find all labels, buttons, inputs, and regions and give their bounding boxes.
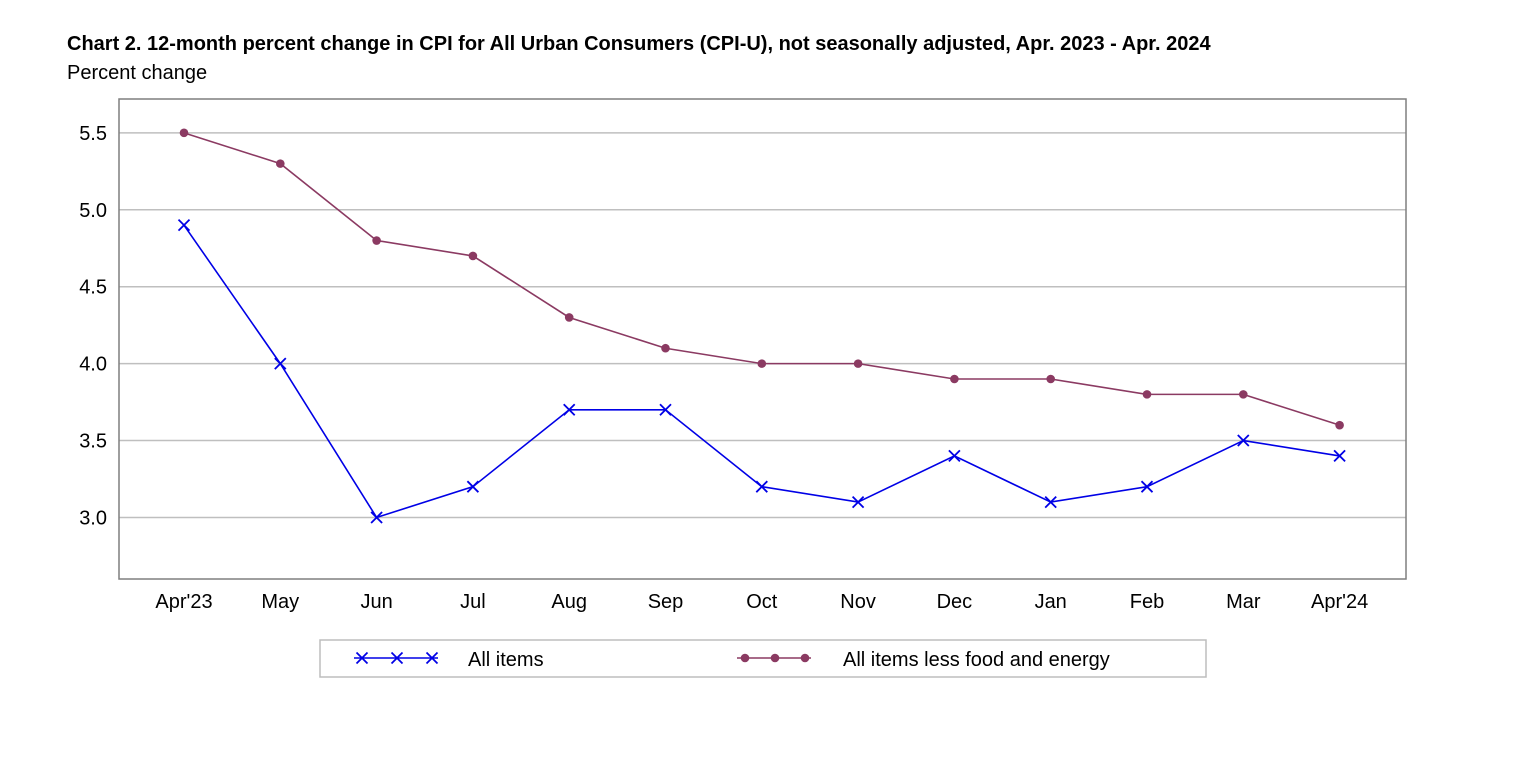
legend-marker <box>770 653 780 663</box>
data-point <box>1142 390 1152 399</box>
series-group <box>177 128 1346 524</box>
x-tick-label: Feb <box>1130 591 1164 613</box>
y-tick-label: 5.0 <box>79 200 107 222</box>
data-point <box>466 480 480 493</box>
plot-frame <box>118 98 1407 580</box>
x-tick-label: Aug <box>551 591 587 613</box>
data-point <box>372 236 381 245</box>
x-tick-label: Oct <box>746 591 778 613</box>
legend-marker <box>425 651 439 665</box>
data-point <box>274 357 287 370</box>
x-tick-label: Apr'23 <box>155 591 212 613</box>
series-line <box>183 132 1340 426</box>
data-point <box>757 359 767 368</box>
x-tick-label: May <box>261 591 299 613</box>
data-point <box>1140 480 1154 493</box>
legend-label: All items <box>468 649 544 671</box>
data-point <box>755 480 768 493</box>
y-tick-label: 4.0 <box>79 354 107 376</box>
x-tick-label: Jun <box>360 591 392 613</box>
y-tick-label: 3.0 <box>79 507 107 529</box>
x-tick-label: Nov <box>840 591 876 613</box>
series-line <box>183 224 1340 519</box>
legend-marker <box>355 651 369 665</box>
chart-title: Chart 2. 12-month percent change in CPI … <box>67 33 1211 55</box>
y-axis-label: Percent change <box>67 62 208 84</box>
legend: All items All items less food and energy <box>319 639 1207 678</box>
x-tick-label: Dec <box>937 591 973 613</box>
data-point <box>564 313 574 322</box>
series-1 <box>177 219 1346 524</box>
y-tick-label: 3.5 <box>79 431 107 453</box>
y-axis-ticks: 5.5 5.0 4.5 4.0 3.5 3.0 <box>79 123 107 530</box>
legend-item: All items <box>354 649 544 671</box>
data-point <box>1239 390 1248 399</box>
x-tick-label: Sep <box>648 591 684 613</box>
legend-label: All items less food and energy <box>843 649 1110 671</box>
data-point <box>563 403 576 416</box>
x-tick-label: Jan <box>1035 591 1067 613</box>
data-point <box>179 128 189 138</box>
legend-marker <box>800 653 810 663</box>
x-tick-label: Mar <box>1226 591 1261 613</box>
data-point <box>1044 495 1057 509</box>
data-point <box>177 219 191 232</box>
data-point <box>370 511 383 524</box>
y-tick-label: 5.5 <box>79 123 107 145</box>
data-point <box>948 449 961 463</box>
x-axis-ticks: Apr'23 May Jun Jul Aug Sep Oct Nov Dec Jan Feb Mar A… <box>155 591 1368 613</box>
data-point <box>276 159 285 168</box>
data-point <box>1335 420 1344 430</box>
data-point <box>851 495 865 509</box>
data-point <box>659 403 672 416</box>
data-point <box>853 359 863 368</box>
x-tick-label: Apr'24 <box>1311 591 1368 613</box>
data-point <box>1046 374 1055 384</box>
data-point <box>1333 449 1346 463</box>
legend-marker <box>390 651 404 665</box>
series-2 <box>179 128 1344 430</box>
legend-marker <box>740 653 750 663</box>
data-point <box>950 374 959 384</box>
data-point <box>1237 434 1250 447</box>
legend-item: All items less food and energy <box>737 649 1110 671</box>
gridlines <box>119 132 1406 519</box>
y-tick-label: 4.5 <box>79 277 107 299</box>
x-tick-label: Jul <box>460 591 486 613</box>
data-point <box>468 251 478 261</box>
data-point <box>661 343 670 353</box>
